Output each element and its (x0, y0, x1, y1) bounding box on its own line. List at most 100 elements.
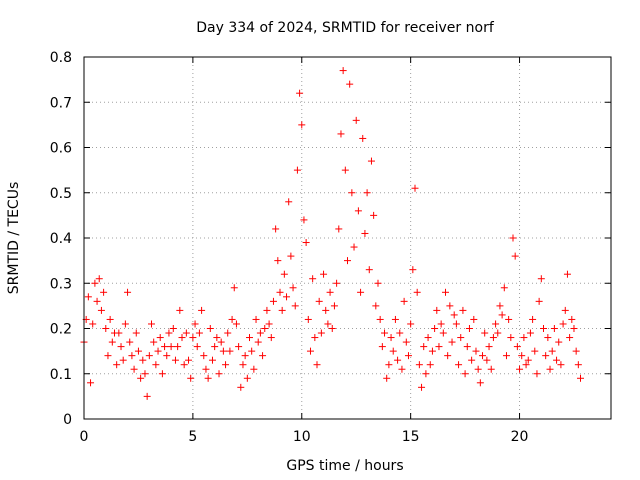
data-point (306, 347, 314, 355)
data-point (145, 352, 153, 360)
data-point (542, 352, 550, 360)
data-point (387, 334, 395, 342)
data-point (256, 329, 264, 337)
data-point (485, 343, 493, 351)
data-point (315, 297, 323, 305)
data-point (191, 320, 199, 328)
data-point (228, 315, 236, 323)
data-point (269, 297, 277, 305)
data-point (352, 116, 360, 124)
data-point (507, 334, 515, 342)
data-point (208, 356, 216, 364)
data-point (174, 343, 182, 351)
data-point (472, 347, 480, 355)
data-point (95, 275, 103, 283)
data-point (117, 343, 125, 351)
data-point (435, 343, 443, 351)
data-point (548, 347, 556, 355)
data-point (367, 157, 375, 165)
data-point (398, 365, 406, 373)
data-point (259, 352, 267, 360)
data-point (420, 343, 428, 351)
data-point (198, 306, 206, 314)
y-tick-label: 0.8 (50, 50, 72, 66)
y-tick-label: 0 (63, 412, 72, 428)
data-point (513, 343, 521, 351)
data-point (126, 338, 134, 346)
data-point (171, 356, 179, 364)
data-point (553, 356, 561, 364)
y-tick-label: 0.5 (50, 186, 72, 202)
data-point (463, 343, 471, 351)
data-point (378, 343, 386, 351)
data-point (529, 315, 537, 323)
data-point (211, 343, 219, 351)
data-point (243, 374, 251, 382)
data-point (572, 347, 580, 355)
data-point (261, 325, 269, 332)
data-point (215, 370, 223, 378)
data-point (265, 320, 273, 328)
data-point (235, 343, 243, 351)
data-point (487, 365, 495, 373)
data-point (424, 334, 432, 342)
data-point (574, 361, 582, 369)
data-point (130, 365, 138, 373)
data-point (158, 370, 166, 378)
data-point (566, 334, 574, 342)
data-point (250, 365, 258, 373)
data-point (479, 352, 487, 360)
x-tick-label: 20 (511, 429, 529, 445)
data-point (200, 352, 208, 360)
data-point (524, 356, 532, 364)
data-point (341, 166, 349, 174)
data-point (441, 288, 449, 296)
data-point (433, 306, 441, 314)
data-point (359, 134, 367, 142)
data-point (533, 370, 541, 378)
data-point (161, 343, 169, 351)
data-point (239, 361, 247, 369)
data-point (494, 329, 502, 337)
x-tick-label: 0 (80, 429, 89, 445)
data-point (121, 320, 129, 328)
y-tick-labels: 0 0.1 0.2 0.3 0.4 0.5 0.6 0.7 0.8 (50, 50, 72, 428)
data-point (516, 365, 524, 373)
data-point (148, 320, 156, 328)
data-point (535, 297, 543, 305)
data-point (418, 383, 426, 391)
data-point (363, 189, 371, 197)
data-point (446, 302, 454, 310)
axis-ticks (83, 56, 611, 420)
data-point (550, 325, 558, 332)
data-point (213, 334, 221, 342)
y-tick-label: 0.7 (50, 95, 72, 111)
data-point (165, 329, 173, 337)
data-point (409, 266, 417, 274)
data-point (298, 121, 306, 129)
data-point (276, 288, 284, 296)
data-point (180, 361, 188, 369)
data-point (465, 325, 473, 332)
data-point (422, 370, 430, 378)
data-point (169, 325, 177, 332)
data-point (483, 356, 491, 364)
data-point (481, 329, 489, 337)
data-point (287, 252, 295, 260)
data-point (104, 352, 112, 360)
data-point (91, 279, 99, 287)
data-point (139, 356, 147, 364)
data-point (224, 329, 232, 337)
data-point (296, 89, 304, 97)
data-point (311, 334, 319, 342)
data-point (185, 356, 193, 364)
data-point (509, 234, 517, 242)
data-point (280, 270, 288, 278)
data-point (322, 306, 330, 314)
chart-title: Day 334 of 2024, SRMTID for receiver nor… (196, 20, 495, 36)
data-point (496, 302, 504, 310)
data-point (293, 166, 301, 174)
data-point (411, 184, 419, 192)
data-point (152, 361, 160, 369)
data-point (526, 329, 534, 337)
